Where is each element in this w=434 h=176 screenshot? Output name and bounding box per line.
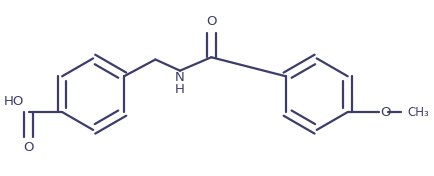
Text: O: O xyxy=(206,15,216,28)
Text: HO: HO xyxy=(4,95,24,108)
Text: CH₃: CH₃ xyxy=(406,106,428,118)
Text: O: O xyxy=(23,141,34,154)
Text: O: O xyxy=(379,106,390,118)
Text: N
H: N H xyxy=(174,71,184,96)
